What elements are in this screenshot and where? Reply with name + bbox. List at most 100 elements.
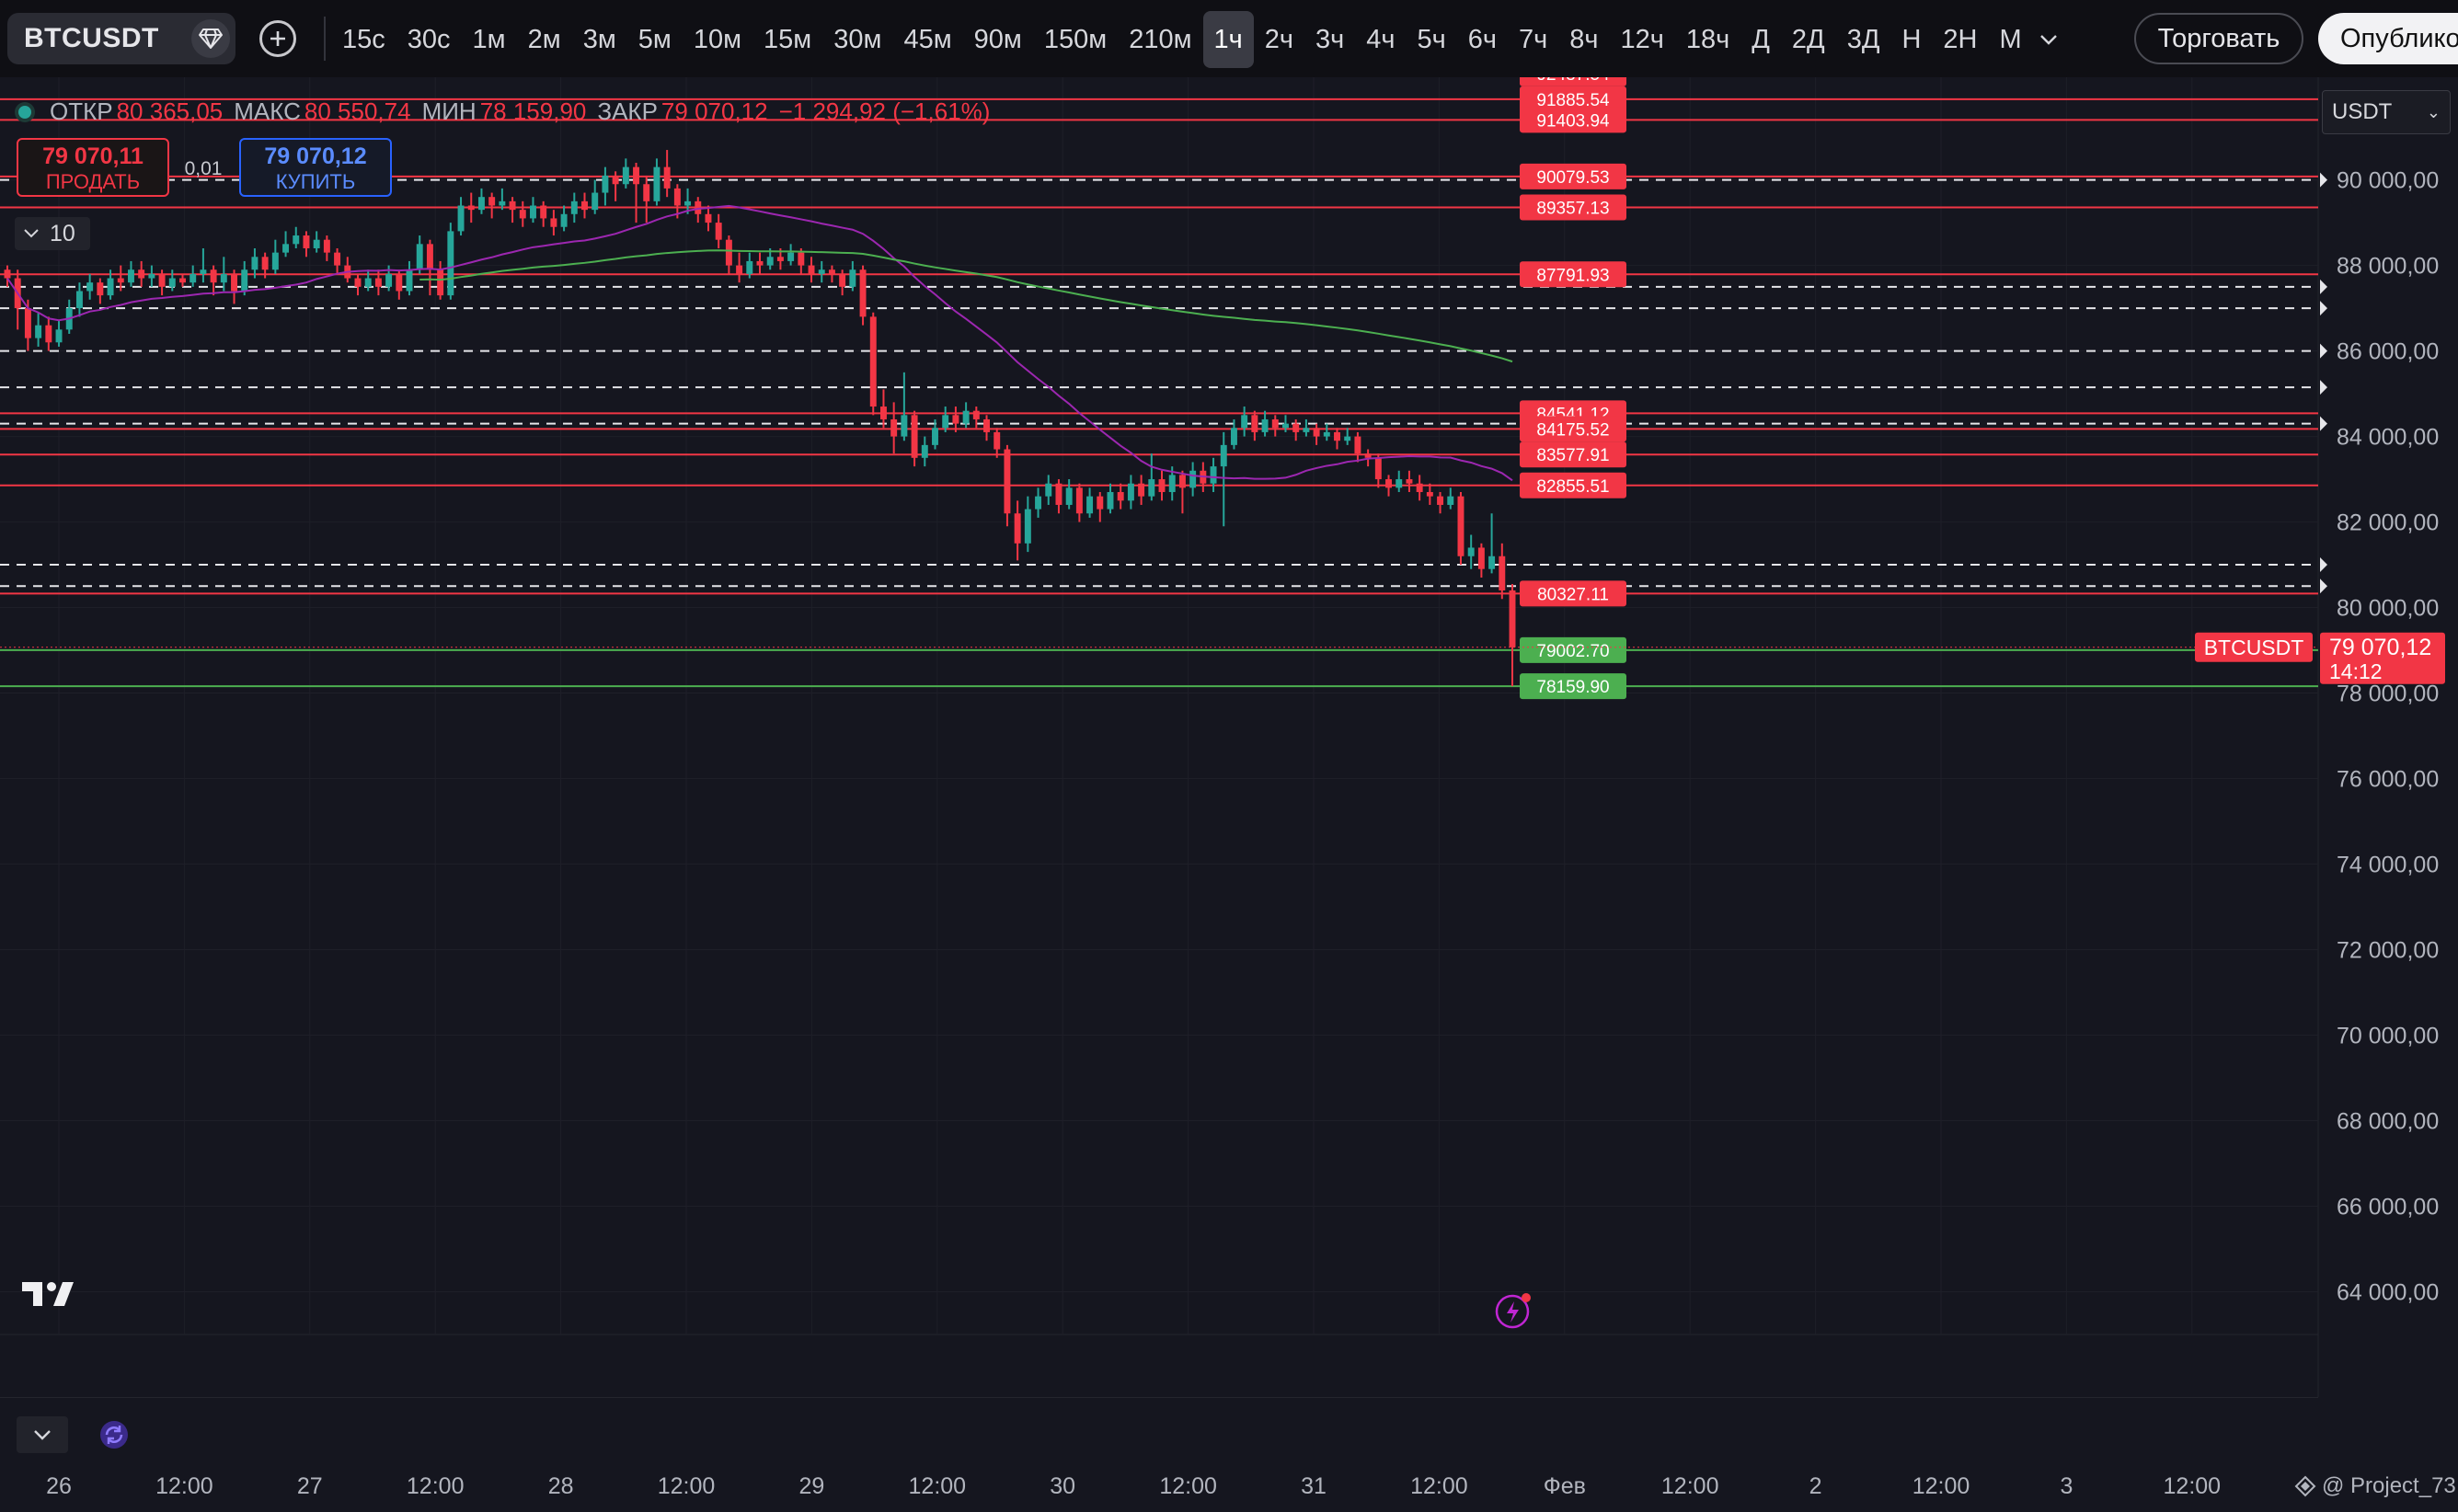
interval-option[interactable]: 5ч	[1417, 25, 1446, 54]
candle-body[interactable]	[97, 282, 104, 296]
interval-option[interactable]: 4ч	[1366, 25, 1396, 54]
candle-body[interactable]	[776, 257, 784, 261]
candle-body[interactable]	[1437, 496, 1444, 505]
candle-body[interactable]	[581, 200, 588, 211]
candle-body[interactable]	[293, 235, 300, 245]
add-symbol-button[interactable]	[259, 20, 296, 57]
candle-body[interactable]	[942, 415, 949, 429]
candle-body[interactable]	[519, 210, 526, 219]
candle-body[interactable]	[1282, 423, 1289, 429]
candle-body[interactable]	[1313, 428, 1320, 437]
trade-button[interactable]: Торговать	[2134, 13, 2303, 64]
current-price-tag[interactable]	[2320, 632, 2445, 684]
candle-body[interactable]	[798, 252, 805, 266]
resistance-level-label-box[interactable]	[1520, 194, 1626, 221]
resistance-level-label-box[interactable]	[1520, 580, 1626, 607]
candle-body[interactable]	[839, 273, 846, 287]
interval-option[interactable]: 90м	[973, 25, 1022, 54]
candle-body[interactable]	[467, 205, 475, 211]
interval-option[interactable]: Н	[1901, 25, 1922, 54]
candle-body[interactable]	[200, 269, 207, 274]
candle-body[interactable]	[1168, 475, 1176, 493]
candle-body[interactable]	[457, 205, 465, 232]
candle-body[interactable]	[787, 252, 795, 261]
candle-body[interactable]	[220, 273, 227, 283]
candle-body[interactable]	[86, 282, 94, 292]
candle-body[interactable]	[117, 278, 124, 283]
candle-body[interactable]	[1158, 479, 1166, 493]
candle-body[interactable]	[416, 244, 423, 270]
candle-body[interactable]	[1241, 415, 1248, 429]
interval-option[interactable]: 18ч	[1685, 25, 1730, 54]
candle-body[interactable]	[488, 197, 496, 206]
interval-option[interactable]: 3Д	[1846, 25, 1880, 54]
resistance-level-label-box[interactable]	[1520, 86, 1626, 112]
alert-arrow-icon[interactable]	[2320, 578, 2327, 594]
interval-option[interactable]: 2ч	[1264, 25, 1294, 54]
candle-body[interactable]	[1292, 423, 1300, 432]
candle-body[interactable]	[673, 188, 681, 206]
candle-body[interactable]	[602, 175, 609, 193]
candle-body[interactable]	[1004, 449, 1011, 514]
candle-body[interactable]	[1334, 431, 1340, 441]
candle-body[interactable]	[1323, 431, 1330, 437]
interval-option[interactable]: 2Н	[1943, 25, 1978, 54]
alert-arrow-icon[interactable]	[2320, 343, 2327, 359]
support-level-label-box[interactable]	[1520, 673, 1626, 700]
candle-body[interactable]	[1271, 418, 1279, 429]
candle-body[interactable]	[55, 329, 63, 343]
candle-body[interactable]	[952, 415, 959, 424]
candle-body[interactable]	[437, 269, 444, 296]
candle-body[interactable]	[1488, 556, 1496, 569]
alert-arrow-icon[interactable]	[2320, 301, 2327, 316]
candle-body[interactable]	[1035, 496, 1042, 510]
candle-body[interactable]	[1385, 479, 1393, 488]
candle-body[interactable]	[1426, 492, 1433, 497]
candle-body[interactable]	[859, 269, 867, 317]
candle-body[interactable]	[921, 444, 928, 458]
candle-body[interactable]	[1220, 444, 1227, 467]
support-level-label-box[interactable]	[1520, 636, 1626, 663]
candle-body[interactable]	[932, 428, 938, 445]
candle-body[interactable]	[1086, 496, 1094, 514]
collapse-panel-button[interactable]	[17, 1416, 68, 1453]
candle-body[interactable]	[4, 269, 11, 279]
candle-body[interactable]	[725, 239, 732, 266]
candle-body[interactable]	[241, 269, 248, 292]
candle-body[interactable]	[849, 269, 856, 287]
candle-body[interactable]	[684, 200, 692, 206]
candle-body[interactable]	[972, 410, 980, 419]
candle-body[interactable]	[323, 239, 330, 253]
candle-body[interactable]	[1014, 513, 1021, 544]
alert-arrow-icon[interactable]	[2320, 557, 2327, 573]
candle-body[interactable]	[715, 223, 722, 240]
interval-option[interactable]: 1ч	[1202, 11, 1254, 68]
alert-arrow-icon[interactable]	[2320, 416, 2327, 431]
currency-select[interactable]: USDT ⌄	[2322, 90, 2451, 134]
candle-body[interactable]	[374, 278, 382, 287]
tradingview-logo[interactable]	[22, 1278, 81, 1314]
candle-body[interactable]	[766, 257, 774, 266]
candle-body[interactable]	[509, 200, 516, 211]
candle-body[interactable]	[447, 231, 454, 296]
candle-body[interactable]	[1251, 415, 1258, 432]
publish-button[interactable]: Опубликовать	[2318, 13, 2458, 64]
candle-body[interactable]	[653, 166, 660, 201]
candle-body[interactable]	[1178, 475, 1186, 488]
candle-body[interactable]	[1210, 466, 1217, 484]
interval-option[interactable]: 2Д	[1791, 25, 1825, 54]
candle-body[interactable]	[1374, 457, 1382, 480]
lightning-icon[interactable]	[1494, 1289, 1534, 1334]
candle-body[interactable]	[75, 291, 83, 309]
interval-option[interactable]: Д	[1752, 25, 1770, 54]
candle-body[interactable]	[190, 273, 197, 283]
candle-body[interactable]	[1509, 590, 1516, 647]
candle-body[interactable]	[962, 410, 970, 424]
candle-body[interactable]	[1457, 496, 1464, 556]
candle-body[interactable]	[35, 325, 42, 338]
candle-body[interactable]	[1344, 436, 1351, 441]
candle-body[interactable]	[1045, 483, 1052, 497]
candle-body[interactable]	[179, 278, 186, 283]
candle-body[interactable]	[756, 260, 764, 266]
